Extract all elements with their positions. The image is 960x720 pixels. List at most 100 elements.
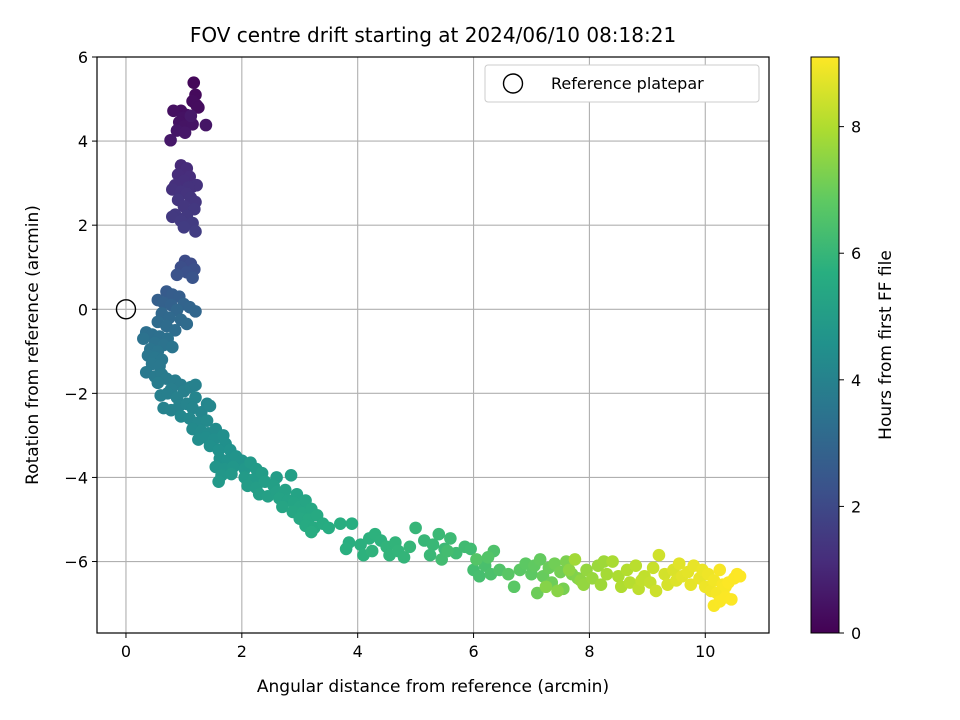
data-point: [170, 268, 184, 282]
plot-frame: [96, 56, 770, 634]
data-point: [212, 475, 225, 488]
data-point: [276, 500, 289, 514]
y-tick-label: −2: [64, 384, 88, 403]
x-tick-label: 2: [237, 642, 247, 661]
y-tick-label: −4: [64, 468, 88, 487]
data-point: [426, 538, 440, 552]
data-point: [423, 548, 437, 562]
data-point: [200, 414, 214, 427]
data-point: [189, 378, 202, 392]
data-point: [187, 76, 201, 89]
x-axis-label: Angular distance from reference (arcmin): [257, 677, 609, 697]
data-point: [568, 553, 582, 566]
data-point: [432, 527, 446, 541]
legend-marker: [502, 73, 524, 94]
data-point: [672, 557, 686, 570]
data-point: [600, 567, 614, 581]
y-axis-label: Rotation from reference (arcmin): [23, 205, 43, 485]
data-point: [597, 555, 611, 568]
colorbar-tick-label: 0: [851, 624, 861, 643]
data-point: [507, 580, 521, 594]
x-tick-label: 10: [695, 642, 715, 661]
data-point: [180, 317, 194, 331]
y-tick-label: −6: [64, 553, 88, 572]
data-point: [189, 305, 202, 318]
data-point: [189, 225, 202, 238]
data-point: [502, 567, 515, 581]
x-tick-label: 0: [121, 642, 131, 661]
colorbar-ticks: 0 2 4 6 8: [839, 118, 861, 643]
data-point: [345, 517, 359, 530]
y-tick-label: 6: [78, 48, 88, 67]
data-point: [713, 563, 727, 577]
data-point: [530, 586, 544, 600]
data-point: [186, 271, 199, 285]
data-point: [652, 548, 666, 562]
data-point: [177, 220, 191, 234]
data-points: [137, 76, 747, 612]
legend-box: [484, 64, 760, 103]
data-point: [441, 544, 454, 558]
chart-title: FOV centre drift starting at 2024/06/10 …: [190, 23, 676, 47]
data-point: [470, 553, 483, 566]
data-point: [577, 578, 590, 591]
data-point: [649, 584, 663, 598]
data-point: [151, 376, 165, 390]
data-point: [551, 584, 564, 598]
data-point: [225, 467, 238, 481]
data-point: [725, 593, 738, 606]
data-point: [167, 104, 180, 118]
data-point: [733, 569, 747, 583]
data-point: [533, 553, 547, 566]
y-axis-ticks: −6 −4 −2 0 2 4 6: [64, 48, 97, 572]
data-point: [334, 517, 347, 530]
data-point: [623, 576, 637, 589]
data-point: [403, 540, 417, 554]
x-tick-label: 4: [353, 642, 363, 661]
data-point: [339, 542, 353, 556]
data-point: [397, 551, 411, 564]
data-point: [539, 580, 553, 594]
legend-label: Reference platepar: [551, 74, 704, 93]
colorbar-tick-label: 2: [851, 497, 861, 516]
data-point: [684, 578, 698, 591]
data-point: [354, 538, 367, 552]
x-axis-ticks: 0 2 4 6 8 10: [121, 633, 715, 661]
data-point: [203, 399, 217, 413]
data-point: [409, 521, 422, 535]
data-point: [646, 561, 660, 575]
data-point: [594, 578, 608, 591]
y-tick-label: 2: [78, 216, 88, 235]
data-point: [562, 563, 576, 577]
data-point: [189, 391, 202, 404]
data-point: [192, 101, 205, 114]
colorbar-label: Hours from first FF file: [876, 250, 896, 440]
data-point: [365, 544, 379, 558]
data-point: [178, 126, 192, 139]
data-point: [586, 572, 599, 585]
data-point: [629, 559, 643, 573]
x-tick-label: 6: [468, 642, 478, 661]
colorbar-tick-label: 8: [851, 118, 861, 137]
colorbar-tick-label: 6: [851, 244, 861, 263]
data-point: [164, 133, 177, 147]
data-point: [137, 332, 150, 345]
x-tick-label: 8: [584, 642, 594, 661]
data-point: [284, 469, 298, 482]
data-point: [464, 542, 477, 556]
colorbar-gradient: [810, 56, 840, 634]
data-point: [177, 199, 191, 213]
data-point: [168, 323, 182, 337]
y-tick-label: 4: [78, 132, 88, 151]
data-point: [166, 340, 179, 354]
reference-point-marker: [115, 299, 137, 320]
colorbar-tick-label: 4: [851, 371, 861, 390]
data-point: [473, 569, 486, 583]
colorbar: 0 2 4 6 8 Hours from first FF file: [810, 56, 896, 643]
data-point: [184, 109, 198, 123]
data-point: [481, 551, 495, 564]
data-point: [322, 521, 336, 535]
data-point: [612, 569, 625, 583]
legend: Reference platepar: [484, 64, 760, 103]
